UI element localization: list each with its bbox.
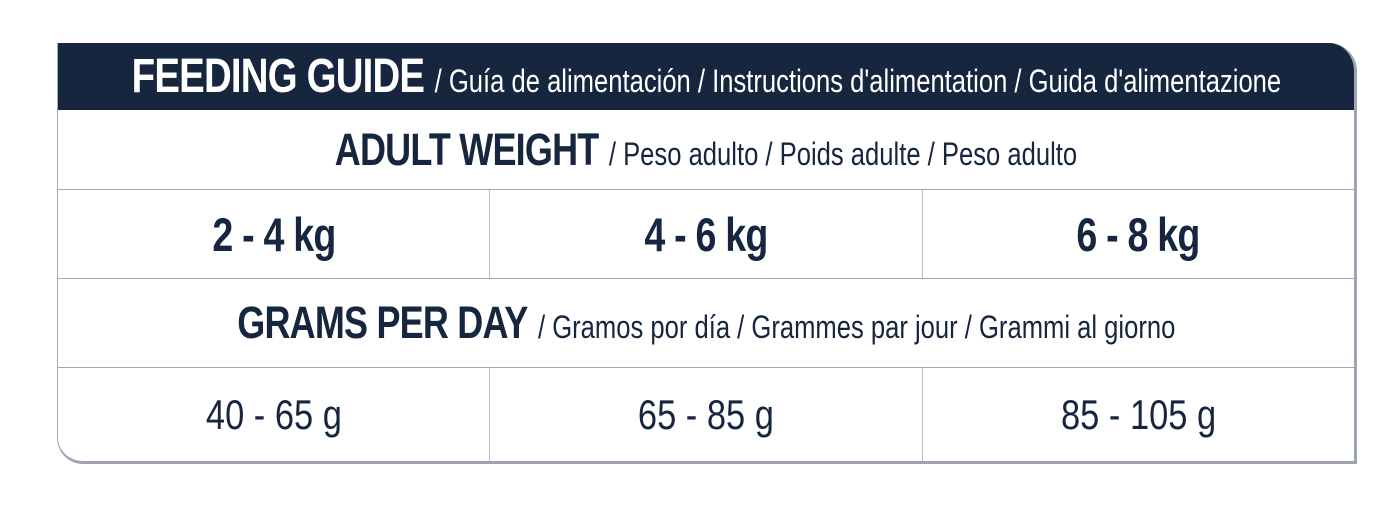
feeding-guide-translations: / Guía de alimentación / Instructions d'… xyxy=(434,63,1281,99)
adult-weight-row: ADULT WEIGHT / Peso adulto / Poids adult… xyxy=(58,110,1354,190)
grams-per-day-translations: / Gramos por día / Grammes par jour / Gr… xyxy=(537,309,1176,345)
weight-range-value-2: 4 - 6 kg xyxy=(644,207,768,261)
adult-weight-title: ADULT WEIGHT xyxy=(334,123,599,175)
gram-range-cell-2: 65 - 85 g xyxy=(489,368,921,461)
weight-range-cell-3: 6 - 8 kg xyxy=(921,190,1354,278)
gram-range-value-1: 40 - 65 g xyxy=(205,390,342,438)
grams-per-day-line: GRAMS PER DAY / Gramos por día / Grammes… xyxy=(237,297,1175,349)
feeding-guide-header-line: FEEDING GUIDE / Guía de alimentación / I… xyxy=(131,49,1280,104)
weight-range-value-3: 6 - 8 kg xyxy=(1076,207,1201,261)
grams-per-day-row: GRAMS PER DAY / Gramos por día / Grammes… xyxy=(58,279,1354,368)
gram-range-value-2: 65 - 85 g xyxy=(638,390,774,438)
weight-range-cell-2: 4 - 6 kg xyxy=(489,190,921,278)
gram-range-cell-1: 40 - 65 g xyxy=(58,368,489,461)
gram-range-value-3: 85 - 105 g xyxy=(1060,390,1216,438)
weight-range-value-1: 2 - 4 kg xyxy=(212,207,336,261)
weight-ranges-row: 2 - 4 kg 4 - 6 kg 6 - 8 kg xyxy=(58,190,1354,279)
grams-per-day-title: GRAMS PER DAY xyxy=(236,297,528,348)
adult-weight-line: ADULT WEIGHT / Peso adulto / Poids adult… xyxy=(335,124,1077,176)
feeding-guide-title: FEEDING GUIDE xyxy=(131,50,424,103)
weight-range-cell-1: 2 - 4 kg xyxy=(58,190,489,278)
gram-range-cell-3: 85 - 105 g xyxy=(921,368,1354,461)
gram-ranges-row: 40 - 65 g 65 - 85 g 85 - 105 g xyxy=(58,368,1354,461)
feeding-guide-table: FEEDING GUIDE / Guía de alimentación / I… xyxy=(57,43,1357,464)
feeding-guide-header: FEEDING GUIDE / Guía de alimentación / I… xyxy=(58,43,1354,110)
adult-weight-translations: / Peso adulto / Poids adulte / Peso adul… xyxy=(608,135,1078,172)
